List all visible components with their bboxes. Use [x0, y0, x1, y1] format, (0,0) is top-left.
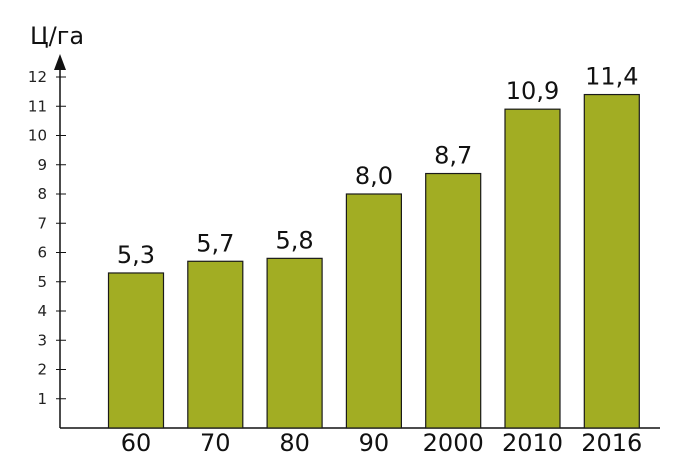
x-tick-label: 2016 — [581, 429, 642, 457]
y-axis-arrow — [54, 54, 66, 70]
y-tick-label: 7 — [37, 214, 47, 232]
y-tick-label: 6 — [37, 244, 47, 262]
bar — [425, 172, 482, 429]
bar — [345, 193, 402, 429]
bar — [107, 272, 165, 429]
y-tick-label: 2 — [37, 361, 47, 379]
data-labels: 5,3 5,7 5,8 8,0 8,7 10,9 11,4 — [117, 63, 639, 269]
y-tick-label: 4 — [37, 302, 47, 320]
y-tick-label: 12 — [28, 68, 47, 86]
x-tick-label: 60 — [121, 429, 152, 457]
y-tick-label: 1 — [37, 390, 47, 408]
x-tick-label: 90 — [359, 429, 390, 457]
data-label: 8,0 — [355, 162, 393, 190]
bar — [266, 257, 323, 429]
data-label: 8,7 — [434, 142, 472, 170]
x-tick-label: 2000 — [423, 429, 484, 457]
x-tick-label: 2010 — [502, 429, 563, 457]
y-tick-label: 5 — [37, 273, 47, 291]
y-axis-label: Ц/га — [30, 22, 84, 50]
data-label: 10,9 — [506, 77, 559, 105]
y-tick-label: 9 — [37, 156, 47, 174]
bar — [583, 93, 640, 429]
bar — [504, 108, 561, 429]
bar — [187, 260, 244, 429]
data-label: 5,7 — [196, 229, 234, 257]
data-label: 5,3 — [117, 241, 155, 269]
y-tick-label: 3 — [37, 331, 47, 349]
x-tick-label: 80 — [279, 429, 310, 457]
x-ticks: 60 70 80 90 2000 2010 2016 — [121, 429, 643, 457]
x-tick-label: 70 — [200, 429, 231, 457]
data-label: 11,4 — [585, 63, 638, 91]
y-tick-label: 8 — [37, 185, 47, 203]
bars — [107, 93, 640, 429]
y-tick-label: 11 — [28, 97, 47, 115]
y-tick-label: 10 — [28, 127, 47, 145]
data-label: 5,8 — [276, 226, 314, 254]
